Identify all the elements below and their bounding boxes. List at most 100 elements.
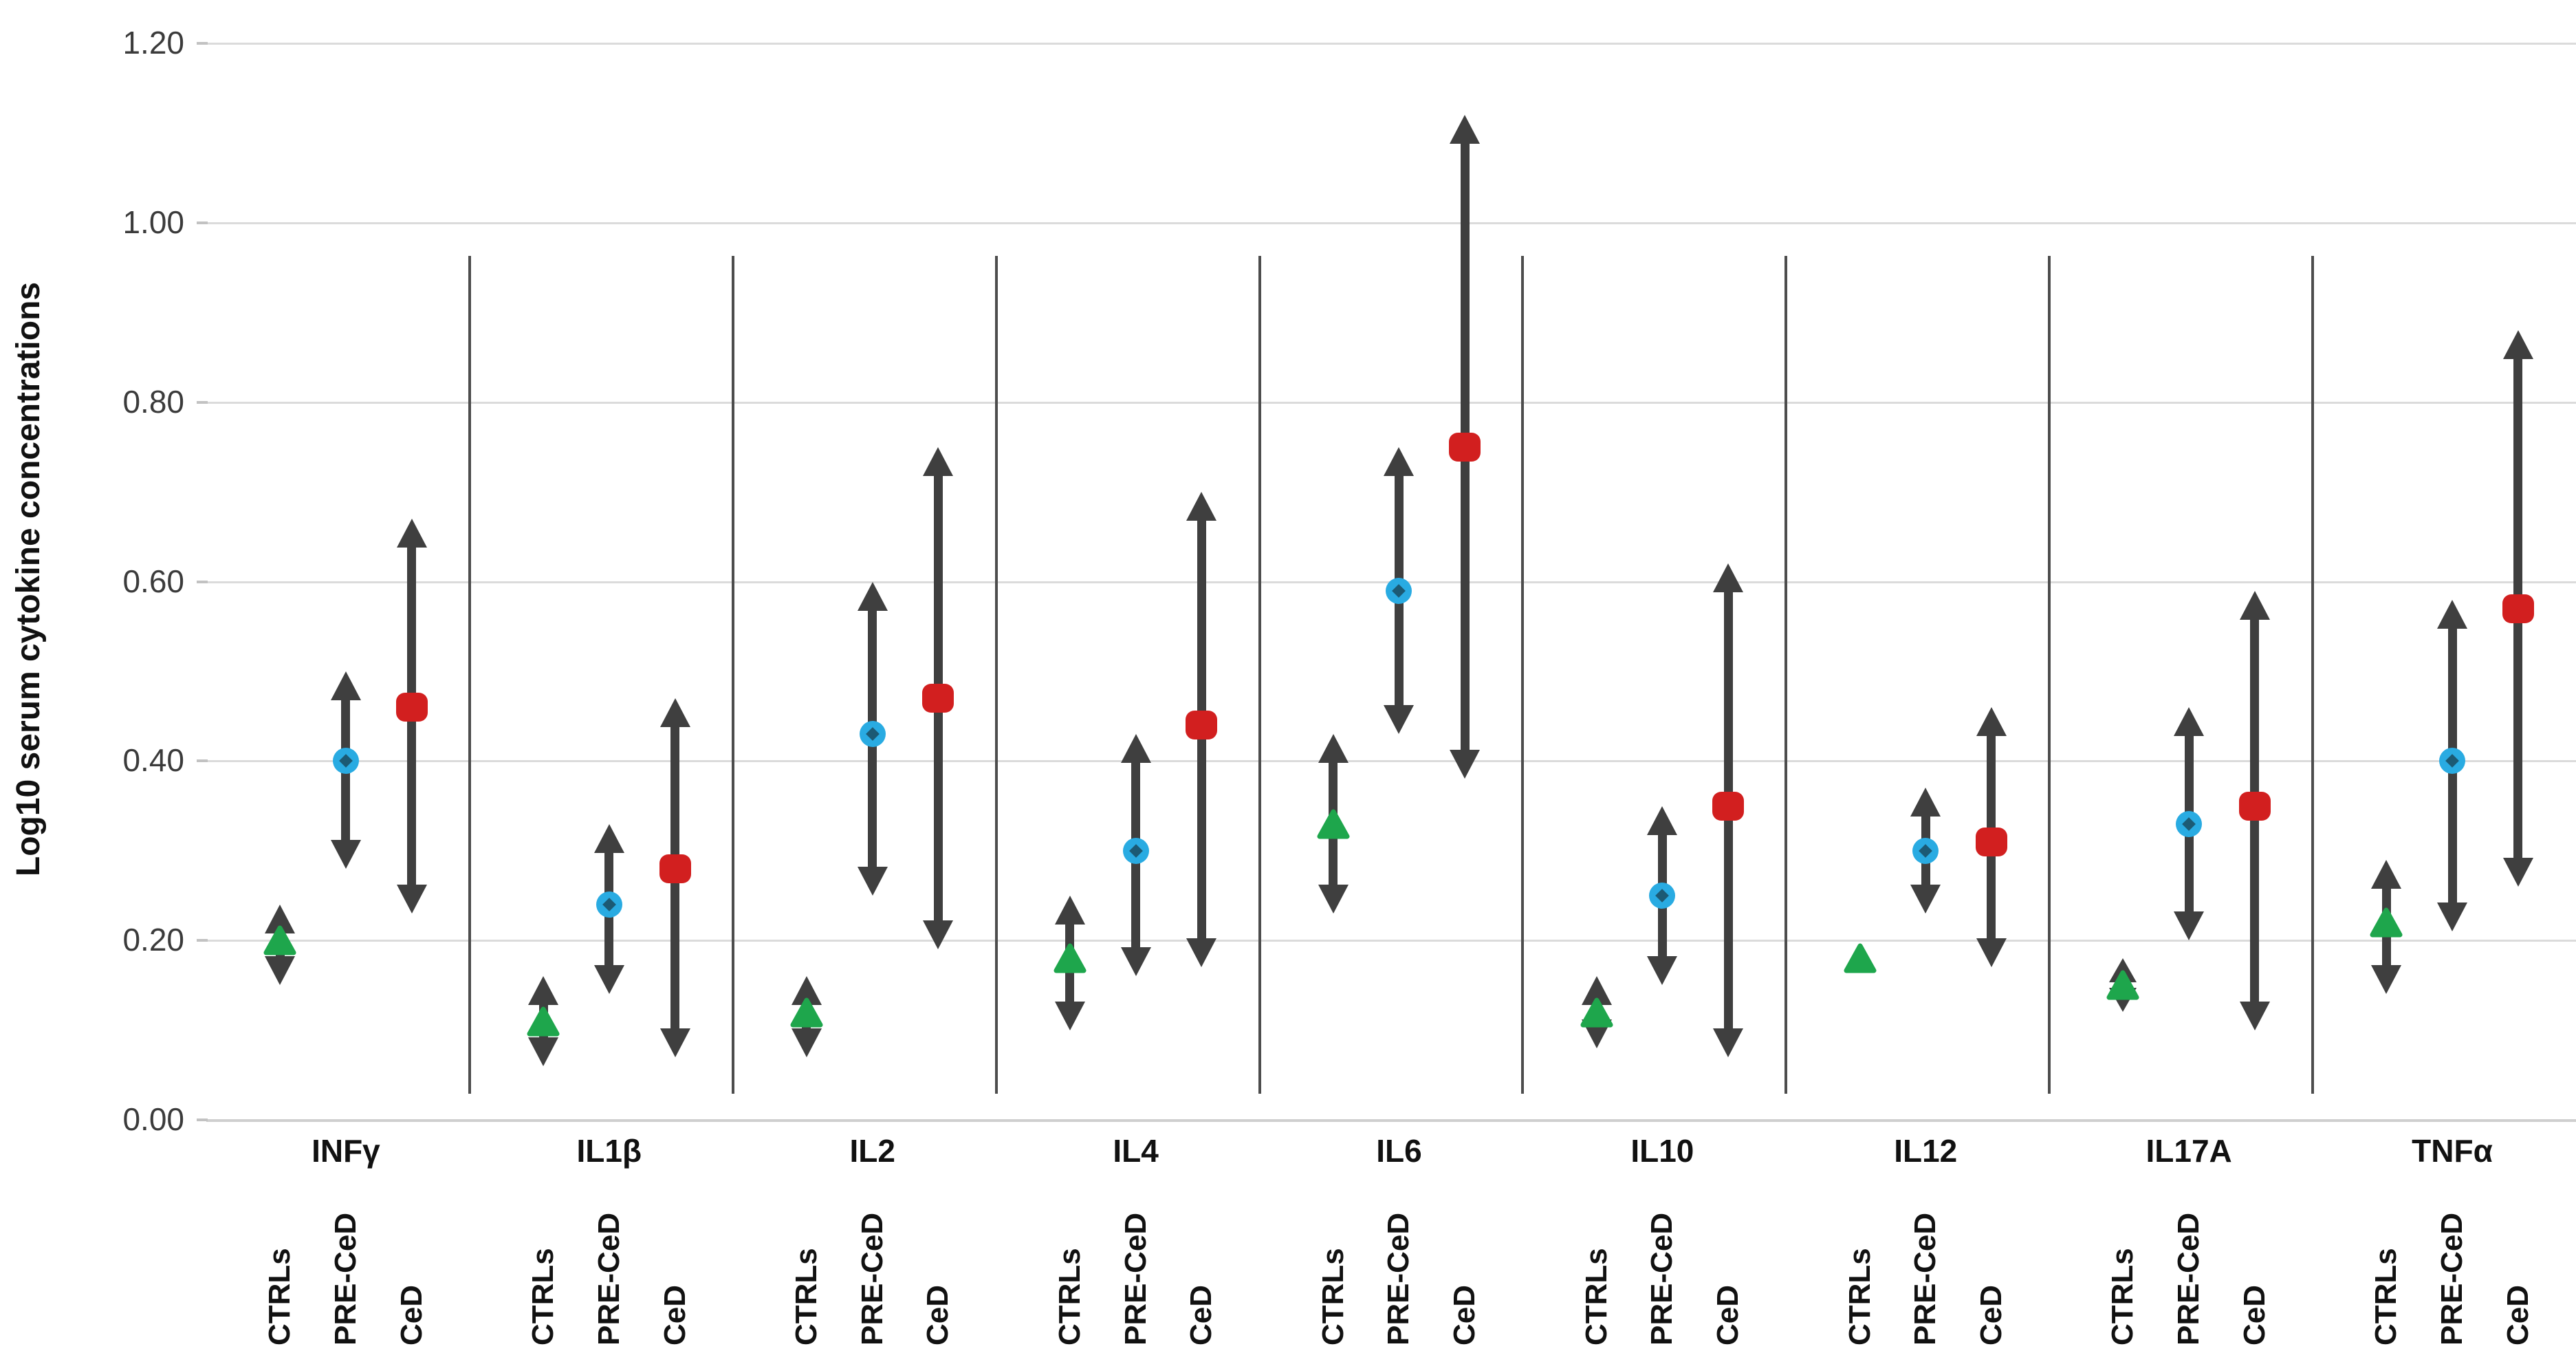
group-label: IL4 — [1113, 1133, 1159, 1169]
mean-marker-circle — [332, 748, 359, 775]
mean-marker-circle — [1386, 577, 1412, 604]
range-arrow-up-head — [1450, 115, 1481, 144]
group-divider — [1258, 256, 1261, 1094]
marker-center-dot — [2182, 817, 2196, 831]
range-arrow-up-head — [396, 519, 427, 548]
range-arrow-down-head — [1976, 938, 2007, 968]
mean-marker-triangle — [1844, 943, 1877, 973]
mean-marker-circle — [2439, 748, 2466, 775]
marker-center-dot — [1655, 889, 1670, 903]
range-arrow-down-head — [1910, 885, 1941, 914]
mean-marker-triangle — [1054, 943, 1087, 973]
group-divider — [1521, 256, 1525, 1094]
range-arrow-down-head — [330, 839, 361, 869]
x-category-label: PRE-CeD — [591, 1212, 626, 1345]
range-arrow-up-head — [2174, 707, 2205, 737]
y-tick-label: 0.60 — [122, 563, 184, 599]
range-arrow-up-head — [2239, 590, 2270, 620]
mean-marker-square — [1186, 711, 1218, 740]
range-arrow-down-head — [1120, 947, 1151, 977]
range-arrow-down-head — [791, 1028, 822, 1057]
mean-marker-square — [1975, 827, 2007, 856]
range-arrow-down-head — [528, 1037, 559, 1066]
group-divider — [1784, 256, 1788, 1094]
x-category-label: CeD — [2237, 1284, 2271, 1345]
range-arrow-down-head — [1647, 956, 1678, 986]
y-tick-label: 0.80 — [122, 383, 184, 420]
marker-center-dot — [1919, 843, 1933, 858]
y-axis-tick — [197, 939, 208, 942]
gridline — [206, 43, 2576, 45]
marker-center-dot — [1392, 583, 1406, 598]
group-label: IL1β — [576, 1133, 642, 1169]
x-category-label: CeD — [921, 1284, 955, 1345]
range-arrow-down-head — [1384, 705, 1415, 735]
y-axis-tick — [197, 759, 208, 763]
y-tick-label: 0.00 — [122, 1101, 184, 1137]
range-arrow-down-head — [1318, 885, 1349, 914]
range-arrow-down-head — [2502, 857, 2533, 887]
y-tick-label: 1.20 — [122, 25, 184, 61]
group-label: INFγ — [312, 1133, 380, 1169]
range-arrow-up-head — [857, 581, 888, 611]
range-arrow-down-head — [1186, 938, 1217, 968]
range-arrow-up-head — [1054, 895, 1085, 925]
mean-marker-square — [1449, 432, 1481, 462]
x-category-label: PRE-CeD — [328, 1212, 362, 1345]
range-arrow-up-head — [1120, 734, 1151, 764]
x-category-label: CTRLs — [263, 1248, 297, 1345]
range-arrow-up-head — [1318, 734, 1349, 764]
x-category-label: PRE-CeD — [855, 1212, 889, 1345]
range-arrow-up-head — [528, 976, 559, 1006]
x-category-label: PRE-CeD — [2172, 1212, 2206, 1345]
x-category-label: CeD — [1974, 1284, 2008, 1345]
marker-center-dot — [865, 727, 880, 742]
marker-center-dot — [602, 898, 616, 911]
range-arrow-down-head — [2371, 965, 2402, 995]
x-category-label: CeD — [1184, 1284, 1219, 1345]
mean-marker-triangle — [790, 997, 823, 1028]
range-arrow-down-head — [857, 866, 888, 896]
mean-marker-square — [2502, 594, 2534, 623]
mean-marker-circle — [1122, 837, 1149, 864]
mean-marker-circle — [596, 891, 622, 918]
y-tick-label: 0.20 — [122, 922, 184, 958]
marker-center-dot — [2445, 754, 2459, 768]
x-category-label: CTRLs — [1579, 1248, 1613, 1345]
y-axis-tick — [197, 1118, 208, 1121]
group-divider — [994, 256, 998, 1094]
x-category-label: CeD — [2500, 1284, 2535, 1345]
x-category-label: CTRLs — [2369, 1248, 2403, 1345]
range-arrow-up-head — [923, 446, 954, 476]
range-arrow-up-head — [330, 671, 361, 700]
x-category-label: PRE-CeD — [2435, 1212, 2469, 1345]
mean-marker-triangle — [2370, 907, 2403, 938]
group-label: IL2 — [849, 1133, 895, 1169]
range-arrow-down-head — [923, 920, 954, 950]
group-divider — [731, 256, 734, 1094]
marker-center-dot — [1128, 843, 1143, 858]
group-label: IL12 — [1894, 1133, 1958, 1169]
range-arrow-up-head — [1647, 806, 1678, 835]
x-category-label: PRE-CeD — [1118, 1212, 1153, 1345]
group-label: TNFα — [2412, 1133, 2493, 1169]
mean-marker-square — [1712, 791, 1745, 821]
y-axis-tick — [197, 42, 208, 45]
x-category-label: CTRLs — [2106, 1248, 2140, 1345]
mean-marker-triangle — [1317, 809, 1350, 839]
x-category-label: CTRLs — [789, 1248, 823, 1345]
x-category-label: CTRLs — [526, 1248, 560, 1345]
mean-marker-square — [922, 684, 954, 713]
mean-marker-triangle — [263, 925, 296, 955]
x-category-label: PRE-CeD — [1382, 1212, 1416, 1345]
mean-marker-triangle — [1580, 997, 1613, 1028]
y-axis-tick — [197, 221, 208, 224]
mean-marker-circle — [859, 721, 886, 748]
range-arrow-down-head — [1054, 1001, 1085, 1030]
range-arrow-down-head — [2174, 911, 2205, 941]
mean-marker-square — [395, 693, 428, 722]
y-axis-tick — [197, 580, 208, 583]
range-arrow-down-head — [1713, 1028, 1744, 1057]
range-arrow-up-head — [1910, 788, 1941, 817]
